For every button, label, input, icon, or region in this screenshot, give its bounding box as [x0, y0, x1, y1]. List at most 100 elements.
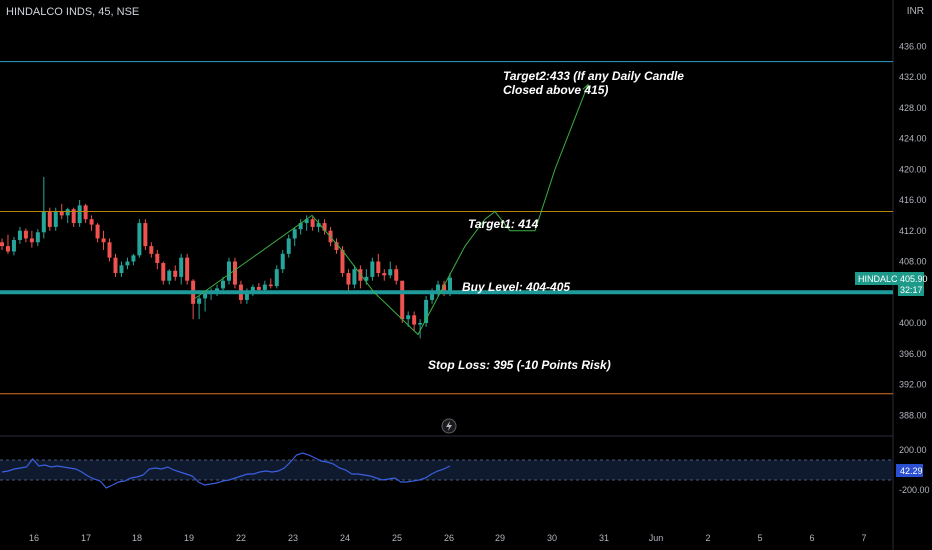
y-tick-label: 392.00 — [899, 380, 927, 390]
price-badge-value: 405.90 — [900, 274, 928, 284]
x-tick-label: 24 — [340, 533, 350, 543]
candle-body — [442, 284, 447, 293]
price-badge-countdown: 32:17 — [900, 285, 923, 295]
candle-body — [316, 223, 321, 227]
x-tick-label: 6 — [809, 533, 814, 543]
osc-line — [1, 452, 451, 489]
candle-body — [376, 261, 381, 274]
candle-body — [65, 209, 70, 216]
osc-y-tick-label: 200.00 — [899, 445, 927, 455]
candle-body — [173, 270, 178, 277]
candle-body — [179, 257, 184, 277]
x-tick-label: 29 — [495, 533, 505, 543]
x-tick-label: 19 — [184, 533, 194, 543]
candle-body — [113, 257, 118, 274]
stop-annotation: Stop Loss: 395 (-10 Points Risk) — [428, 358, 611, 372]
candle-body — [41, 211, 46, 233]
candle-body — [424, 299, 429, 323]
candle-body — [221, 280, 226, 289]
candle-body — [143, 223, 148, 247]
target1-annotation: Target1: 414 — [468, 217, 539, 231]
candle-body — [430, 292, 435, 300]
osc-badge — [896, 464, 923, 477]
candle-body — [47, 211, 52, 227]
candle-body — [53, 211, 58, 227]
y-tick-label: 432.00 — [899, 72, 927, 82]
y-tick-label: 420.00 — [899, 164, 927, 174]
y-tick-label: 396.00 — [899, 349, 927, 359]
candle-body — [35, 232, 40, 243]
candle-body — [448, 277, 452, 293]
candle-body — [406, 315, 411, 320]
symbol-badge-label: HINDALCO — [858, 274, 905, 284]
x-tick-label: 17 — [81, 533, 91, 543]
candle-body — [388, 269, 393, 276]
candle-body — [95, 224, 100, 239]
candle-body — [394, 269, 399, 281]
candle-body — [83, 205, 88, 220]
x-tick-label: 7 — [861, 533, 866, 543]
candle-body — [244, 292, 249, 300]
candle-body — [256, 286, 261, 290]
osc-badge-value: 42.29 — [900, 466, 923, 476]
candle-body — [310, 219, 315, 227]
symbol-badge — [855, 272, 898, 285]
candle-body — [11, 239, 16, 252]
projection-path — [194, 84, 589, 336]
y-tick-label: 388.00 — [899, 410, 927, 420]
x-tick-label: 18 — [132, 533, 142, 543]
candle-body — [346, 273, 351, 285]
y-tick-label: 408.00 — [899, 257, 927, 267]
candle-body — [71, 209, 76, 224]
candle-body — [119, 265, 124, 274]
candle-body — [17, 230, 22, 240]
candle-body — [215, 288, 220, 291]
osc-y-tick-label: -200.00 — [899, 485, 930, 495]
candle-body — [280, 253, 285, 270]
candle-body — [29, 238, 34, 243]
candle-body — [23, 230, 28, 239]
candle-body — [352, 269, 357, 285]
candle-body — [340, 249, 345, 274]
x-tick-label: 16 — [29, 533, 39, 543]
candle-body — [125, 261, 130, 266]
candle-body — [155, 253, 160, 264]
candle-body — [232, 261, 237, 285]
x-tick-label: 25 — [392, 533, 402, 543]
candle-body — [412, 315, 417, 325]
candle-body — [0, 242, 4, 247]
symbol-title: HINDALCO INDS, 45, NSE — [6, 6, 140, 18]
x-tick-label: 22 — [236, 533, 246, 543]
candle-body — [418, 323, 423, 325]
candle-body — [436, 284, 441, 293]
target2-annotation-line2: Closed above 415) — [503, 83, 608, 97]
candle-body — [226, 261, 231, 281]
candle-body — [131, 255, 136, 262]
candle-body — [203, 293, 208, 299]
y-tick-label: 424.00 — [899, 134, 927, 144]
candle-body — [185, 257, 190, 281]
currency-label: INR — [906, 6, 924, 17]
osc-band — [0, 460, 893, 480]
candle-body — [77, 205, 82, 224]
candle-body — [400, 280, 405, 320]
candle-body — [149, 246, 154, 254]
candle-body — [167, 270, 172, 281]
lightning-icon[interactable] — [441, 418, 457, 434]
projection-arrowhead — [582, 83, 590, 92]
candle-body — [101, 238, 106, 243]
candle-body — [286, 238, 291, 254]
buy-annotation: Buy Level: 404-405 — [462, 280, 570, 294]
x-tick-label: Jun — [649, 533, 664, 543]
y-tick-label: 412.00 — [899, 226, 927, 236]
target2-annotation-line1: Target2:433 (If any Daily Candle — [503, 69, 684, 83]
candle-body — [107, 242, 112, 258]
x-tick-label: 23 — [288, 533, 298, 543]
candle-body — [161, 263, 166, 281]
candle-body — [298, 223, 303, 230]
candle-body — [268, 284, 273, 287]
candle-body — [322, 223, 327, 231]
candle-body — [304, 219, 309, 224]
y-tick-label: 436.00 — [899, 41, 927, 51]
